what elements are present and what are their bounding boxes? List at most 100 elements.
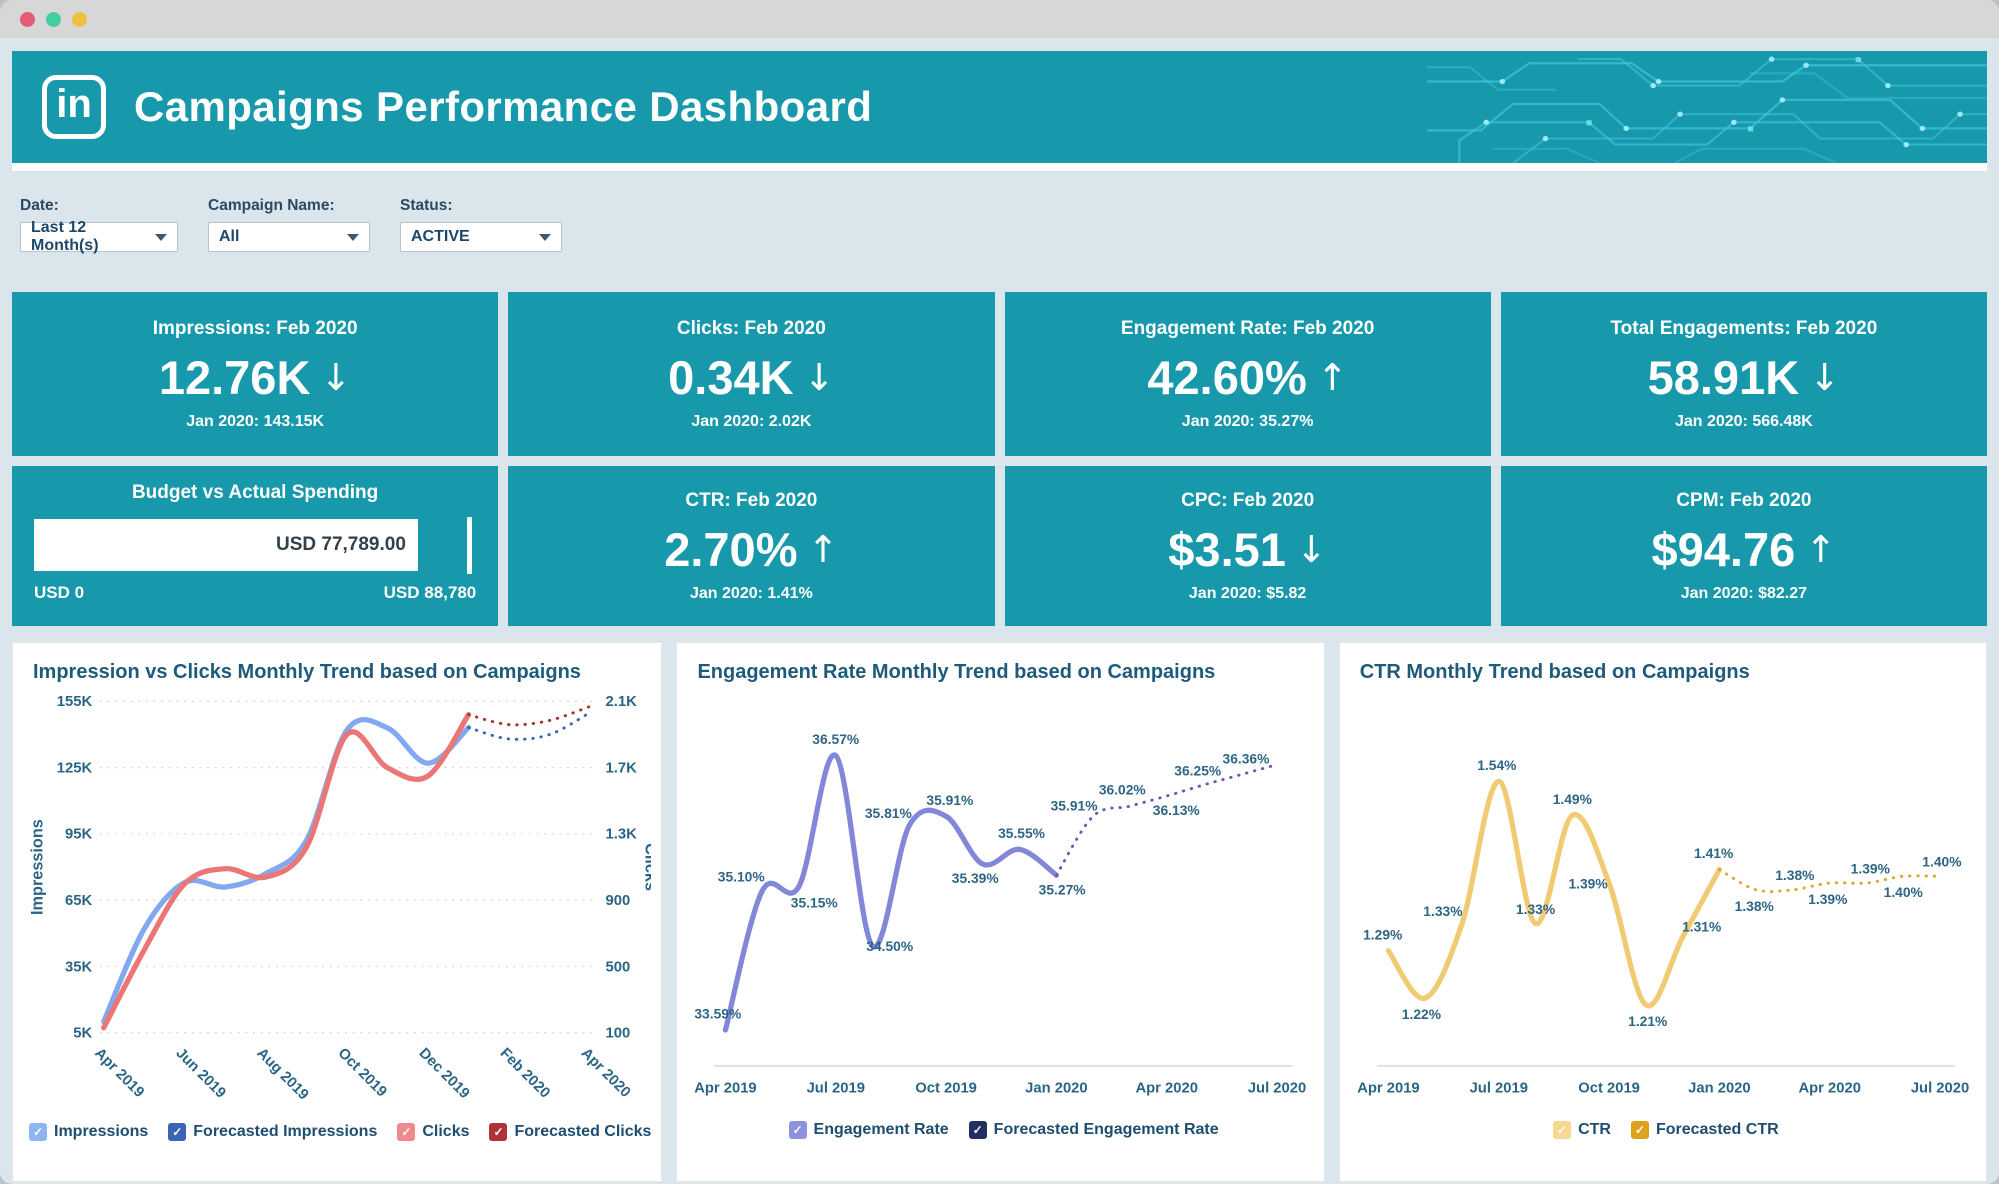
- legend-label: Engagement Rate: [813, 1121, 949, 1139]
- checkbox-checked-icon: ✓: [397, 1122, 416, 1141]
- linkedin-logo-icon: in: [42, 75, 106, 139]
- svg-text:36.36%: 36.36%: [1223, 750, 1270, 766]
- chart-title: CTR Monthly Trend based on Campaigns: [1359, 661, 1750, 683]
- svg-text:Apr 2019: Apr 2019: [91, 1045, 147, 1101]
- kpi-card-cpm: CPM: Feb 2020 $94.76 ↑ Jan 2020: $82.27: [1500, 466, 1987, 626]
- svg-text:Apr 2019: Apr 2019: [1357, 1081, 1419, 1097]
- legend-item-engagement-rate[interactable]: ✓ Engagement Rate: [788, 1121, 949, 1140]
- chart-panel-ctr: CTR Monthly Trend based on Campaigns Apr…: [1338, 642, 1987, 1182]
- kpi-value: $3.51 ↓: [1168, 526, 1327, 573]
- status-select[interactable]: ACTIVE: [400, 222, 562, 252]
- legend-label: Forecasted CTR: [1655, 1121, 1779, 1139]
- legend-item-forecasted-engagement-rate[interactable]: ✓ Forecasted Engagement Rate: [968, 1121, 1219, 1140]
- filter-bar: Date: Last 12 Month(s) Campaign Name: All St…: [20, 197, 1999, 254]
- checkbox-checked-icon: ✓: [1630, 1121, 1649, 1140]
- svg-text:900: 900: [605, 893, 630, 909]
- close-window-icon[interactable]: [20, 11, 35, 27]
- legend-item-forecasted-impressions[interactable]: ✓ Forecasted Impressions: [168, 1122, 377, 1141]
- svg-text:65K: 65K: [65, 893, 92, 909]
- arrow-down-icon: ↓: [320, 355, 352, 399]
- window-titlebar: [0, 0, 1999, 38]
- campaign-name-select[interactable]: All: [208, 222, 370, 252]
- svg-text:35.10%: 35.10%: [718, 868, 765, 884]
- svg-text:1.40%: 1.40%: [1922, 854, 1961, 870]
- svg-text:1.22%: 1.22%: [1402, 1006, 1441, 1022]
- svg-text:1.49%: 1.49%: [1552, 791, 1591, 807]
- svg-text:Feb 2020: Feb 2020: [497, 1045, 553, 1101]
- kpi-compare: Jan 2020: $82.27: [1680, 584, 1808, 602]
- minimize-window-icon[interactable]: [46, 11, 61, 27]
- chart-title: Impression vs Clicks Monthly Trend based…: [33, 661, 581, 683]
- svg-text:33.59%: 33.59%: [695, 1006, 742, 1022]
- kpi-compare: Jan 2020: $5.82: [1188, 584, 1307, 602]
- budget-scale: USD 0 USD 88,780: [34, 583, 476, 603]
- kpi-value: 12.76K ↓: [159, 354, 352, 401]
- kpi-title: CPC: Feb 2020: [1181, 489, 1315, 511]
- kpi-number: 58.91K: [1647, 350, 1800, 404]
- kpi-compare: Jan 2020: 35.27%: [1181, 412, 1314, 430]
- zoom-window-icon[interactable]: [72, 11, 87, 27]
- arrow-up-icon: ↑: [807, 527, 839, 571]
- filter-label: Date:: [20, 197, 59, 214]
- kpi-row-bottom: Budget vs Actual Spending USD 77,789.00 …: [12, 466, 1987, 626]
- svg-text:35.81%: 35.81%: [865, 805, 912, 821]
- legend-item-impressions[interactable]: ✓ Impressions: [29, 1122, 148, 1141]
- legend-item-clicks[interactable]: ✓ Clicks: [397, 1122, 470, 1141]
- kpi-card-budget: Budget vs Actual Spending USD 77,789.00 …: [12, 466, 499, 626]
- kpi-compare: Jan 2020: 566.48K: [1674, 412, 1813, 430]
- kpi-value: 58.91K ↓: [1648, 354, 1841, 401]
- svg-text:Apr 2020: Apr 2020: [1136, 1081, 1198, 1097]
- svg-text:1.39%: 1.39%: [1808, 891, 1847, 907]
- chart-title: Engagement Rate Monthly Trend based on C…: [697, 661, 1216, 683]
- kpi-row-top: Impressions: Feb 2020 12.76K ↓ Jan 2020: 14…: [12, 292, 1987, 456]
- svg-text:35.55%: 35.55%: [999, 825, 1046, 841]
- impressions-clicks-chart: 155K 2.1K 125K 1.7K 95K 1.3K 65K 900 35K 500 5K 100…: [29, 694, 651, 1103]
- checkbox-checked-icon: ✓: [1553, 1121, 1572, 1140]
- svg-text:1.40%: 1.40%: [1883, 884, 1922, 900]
- selected-value: ACTIVE: [411, 228, 470, 245]
- selected-value: All: [219, 228, 240, 245]
- legend-label: Forecasted Clicks: [514, 1122, 652, 1140]
- legend-item-forecasted-ctr[interactable]: ✓ Forecasted CTR: [1630, 1121, 1779, 1140]
- window-controls: [20, 11, 87, 27]
- budget-actual-bar: USD 77,789.00: [34, 519, 418, 571]
- filter-label: Campaign Name:: [208, 197, 335, 214]
- svg-text:Jul 2020: Jul 2020: [1248, 1081, 1306, 1097]
- legend-label: CTR: [1578, 1121, 1611, 1139]
- svg-text:35.27%: 35.27%: [1039, 881, 1086, 897]
- svg-text:35.91%: 35.91%: [1051, 798, 1098, 814]
- kpi-value: 2.70% ↑: [664, 526, 838, 573]
- svg-text:1.33%: 1.33%: [1516, 901, 1555, 917]
- svg-text:Oct 2019: Oct 2019: [916, 1081, 978, 1097]
- svg-text:1.7K: 1.7K: [605, 760, 637, 776]
- legend-item-forecasted-clicks[interactable]: ✓ Forecasted Clicks: [489, 1122, 652, 1141]
- svg-text:34.50%: 34.50%: [867, 938, 914, 954]
- checkbox-checked-icon: ✓: [788, 1121, 807, 1140]
- legend-item-ctr[interactable]: ✓ CTR: [1553, 1121, 1611, 1140]
- chevron-down-icon: [155, 233, 167, 241]
- budget-title: Budget vs Actual Spending: [131, 482, 379, 503]
- svg-text:35.91%: 35.91%: [927, 792, 974, 808]
- kpi-card-cpc: CPC: Feb 2020 $3.51 ↓ Jan 2020: $5.82: [1004, 466, 1491, 626]
- svg-text:Dec 2019: Dec 2019: [416, 1045, 473, 1102]
- filter-date: Date: Last 12 Month(s): [20, 197, 178, 254]
- chart-legend: ✓ CTR ✓ Forecasted CTR: [1356, 1121, 1976, 1140]
- svg-text:36.57%: 36.57%: [813, 731, 860, 747]
- svg-text:Impressions: Impressions: [29, 819, 46, 915]
- kpi-number: 12.76K: [158, 350, 311, 404]
- chart-legend: ✓ Impressions ✓ Forecasted Impressions ✓ Clic…: [29, 1122, 652, 1141]
- svg-text:1.21%: 1.21%: [1628, 1013, 1667, 1029]
- date-select[interactable]: Last 12 Month(s): [20, 219, 178, 254]
- svg-text:1.29%: 1.29%: [1363, 926, 1402, 942]
- legend-label: Clicks: [422, 1122, 470, 1140]
- svg-text:Jan 2020: Jan 2020: [1026, 1081, 1088, 1097]
- kpi-number: $94.76: [1651, 522, 1796, 576]
- svg-text:Oct 2019: Oct 2019: [1578, 1081, 1640, 1097]
- svg-text:36.13%: 36.13%: [1153, 802, 1200, 818]
- kpi-number: 0.34K: [668, 350, 794, 404]
- svg-text:35.15%: 35.15%: [791, 894, 838, 910]
- svg-text:1.38%: 1.38%: [1734, 898, 1773, 914]
- svg-text:1.39%: 1.39%: [1568, 876, 1607, 892]
- svg-text:Oct 2019: Oct 2019: [335, 1045, 390, 1100]
- svg-text:125K: 125K: [57, 760, 93, 776]
